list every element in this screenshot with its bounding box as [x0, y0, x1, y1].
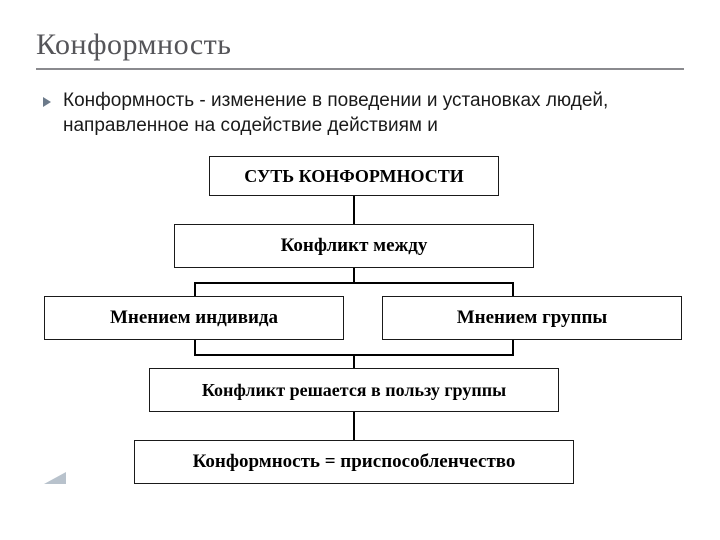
connector — [194, 282, 196, 296]
bullet-arrow-icon — [42, 95, 53, 113]
connector — [353, 196, 355, 224]
box-essence-label: СУТЬ КОНФОРМНОСТИ — [244, 166, 464, 187]
page-title: Конформность — [36, 28, 684, 62]
connector — [512, 340, 514, 354]
slide-page: Конформность Конформность - изменение в … — [0, 0, 720, 540]
box-group: Мнением группы — [382, 296, 682, 340]
title-underline — [36, 68, 684, 70]
connector — [353, 412, 355, 440]
box-equals: Конформность = приспособленчество — [134, 440, 574, 484]
corner-arrow-icon — [44, 466, 66, 489]
connector — [353, 354, 355, 368]
bullet-row: Конформность - изменение в поведении и у… — [36, 88, 684, 138]
connector — [353, 268, 355, 282]
connector — [512, 282, 514, 296]
box-equals-label: Конформность = приспособленчество — [193, 451, 516, 473]
box-individual-label: Мнением индивида — [110, 307, 278, 329]
box-resolve: Конфликт решается в пользу группы — [149, 368, 559, 412]
box-group-label: Мнением группы — [457, 307, 608, 329]
box-individual: Мнением индивида — [44, 296, 344, 340]
box-resolve-label: Конфликт решается в пользу группы — [202, 380, 506, 401]
connector — [194, 282, 514, 284]
bullet-text: Конформность - изменение в поведении и у… — [63, 88, 684, 138]
box-conflict: Конфликт между — [174, 224, 534, 268]
connector — [194, 340, 196, 354]
box-conflict-label: Конфликт между — [281, 235, 428, 257]
conformity-diagram: СУТЬ КОНФОРМНОСТИ Конфликт между Мнением… — [44, 156, 684, 486]
box-essence: СУТЬ КОНФОРМНОСТИ — [209, 156, 499, 196]
